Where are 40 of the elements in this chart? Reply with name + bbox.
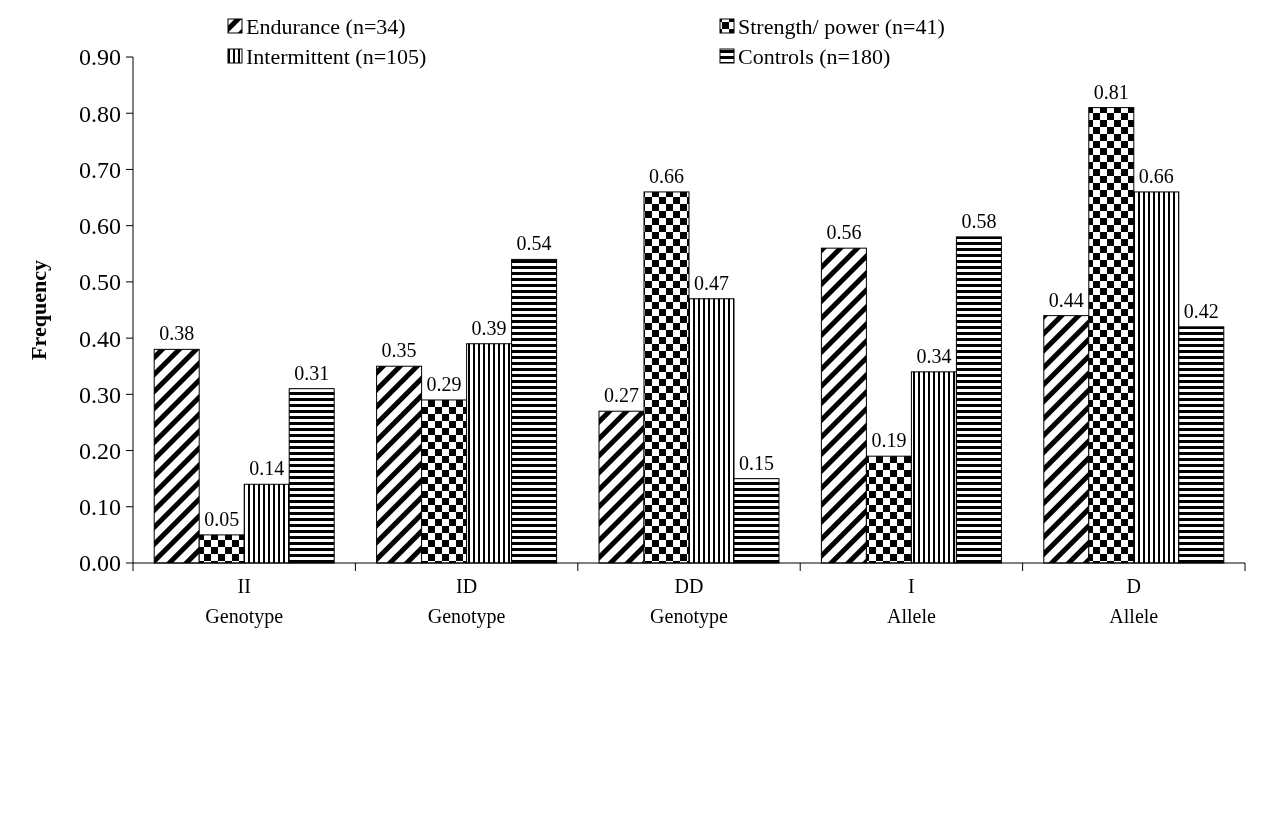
legend-label: Strength/ power (n=41) [738,13,945,39]
x-tick-label: D Allele [1109,575,1159,627]
y-tick-label: 0.70 [79,156,121,183]
legend-label: Intermittent (n=105) [246,43,427,69]
data-label: 0.34 [916,344,952,367]
data-label: 0.81 [1093,80,1129,103]
legend-label: Endurance (n=34) [246,13,406,39]
data-label: 0.15 [739,451,774,474]
data-label: 0.27 [604,384,639,407]
y-tick-label: 0.50 [79,269,121,296]
y-tick-label: 0.60 [79,213,121,240]
data-label: 0.39 [471,316,507,339]
data-label: 0.44 [1048,288,1084,311]
data-label: 0.54 [516,232,552,255]
data-label: 0.35 [381,339,417,362]
y-axis-title: Frequency [26,260,51,360]
x-tick-label: I Allele [886,575,936,627]
x-tick-label: II Genotype [205,575,284,628]
data-label: 0.05 [204,507,240,530]
y-tick-label: 0.40 [79,325,121,352]
y-tick-label: 0.20 [79,437,121,464]
y-tick-label: 0.90 [79,44,121,71]
y-tick-label: 0.80 [79,100,121,127]
data-label: 0.29 [426,372,462,395]
data-label: 0.31 [294,361,330,384]
data-label: 0.56 [826,221,862,244]
x-tick-label: DD Genotype [650,575,728,628]
y-tick-label: 0.30 [79,381,121,408]
data-label: 0.58 [961,209,997,232]
data-label: 0.42 [1183,299,1219,322]
y-tick-label: 0.10 [79,494,121,521]
data-label: 0.19 [871,429,907,452]
data-label: 0.66 [1138,164,1174,187]
data-label: 0.66 [649,164,684,187]
data-label: 0.38 [159,322,195,345]
data-label: 0.14 [249,457,285,480]
x-tick-label: ID Genotype [427,575,506,628]
data-label: 0.47 [694,271,729,294]
y-tick-label: 0.00 [79,550,121,577]
legend-label: Controls (n=180) [738,43,891,69]
